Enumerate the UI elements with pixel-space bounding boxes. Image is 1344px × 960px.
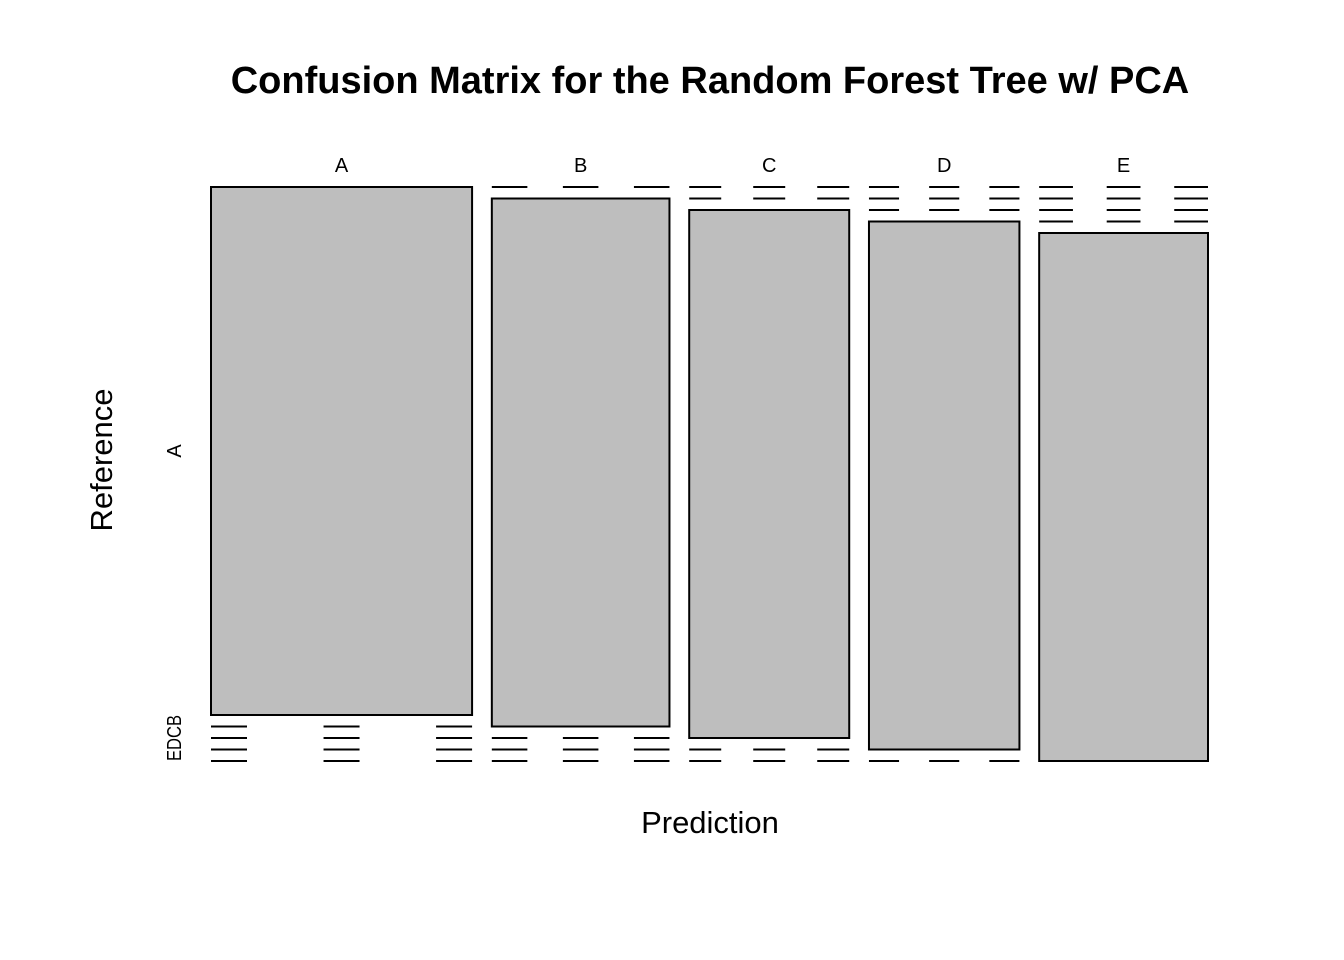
x-tick-label-d: D xyxy=(937,155,951,177)
y-tick-label-a: A xyxy=(164,444,186,458)
tile-a-a xyxy=(210,186,474,716)
zero-cell-markers xyxy=(211,186,1208,762)
chart-title: Confusion Matrix for the Random Forest T… xyxy=(231,60,1190,102)
x-axis-title: Prediction xyxy=(641,805,779,840)
y-tick-labels: A EDCB xyxy=(164,444,186,761)
x-tick-label-c: C xyxy=(762,155,776,177)
tile-c-c xyxy=(688,209,851,739)
y-axis-title: Reference xyxy=(84,388,119,531)
x-tick-label-a: A xyxy=(335,155,349,177)
x-tick-label-e: E xyxy=(1117,155,1130,177)
x-tick-labels: A B C D E xyxy=(335,155,1130,177)
tile-d-d xyxy=(867,220,1021,751)
mosaic-tiles xyxy=(210,186,1210,762)
tile-e-e xyxy=(1038,232,1210,762)
y-tick-labels-b-to-e: EDCB xyxy=(164,715,186,761)
tile-b-b xyxy=(490,197,671,728)
x-tick-label-b: B xyxy=(574,155,587,177)
